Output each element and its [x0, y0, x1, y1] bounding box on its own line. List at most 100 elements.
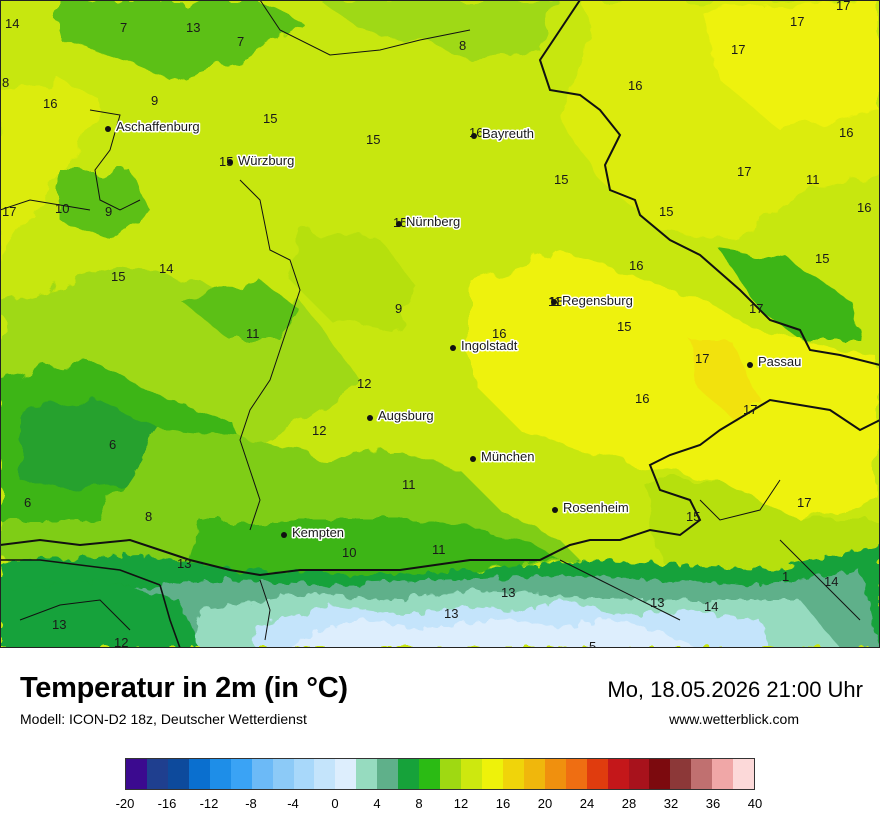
legend-tick-label: -16 — [157, 796, 177, 811]
city-marker — [552, 507, 558, 513]
alps-area — [0, 545, 880, 648]
value-label: 17 — [797, 495, 811, 510]
legend-swatch — [377, 759, 399, 789]
value-label: 15 — [111, 269, 125, 284]
website-link[interactable]: www.wetterblick.com — [669, 711, 799, 727]
city-label: München — [481, 449, 534, 464]
city-marker — [367, 415, 373, 421]
city-wuerzburg[interactable]: 15 Würzburg — [219, 152, 296, 170]
value-label: 16 — [629, 258, 643, 273]
city-kempten[interactable]: Kempten — [281, 524, 346, 542]
legend-swatch — [461, 759, 482, 789]
forecast-datetime: Mo, 18.05.2026 21:00 Uhr — [607, 677, 863, 702]
city-rosenheim[interactable]: Rosenheim — [552, 499, 630, 517]
city-marker — [747, 362, 753, 368]
legend-tick-label: -8 — [245, 796, 257, 811]
legend-swatch — [398, 759, 420, 789]
legend-tick-label: 40 — [747, 796, 763, 811]
value-label: 17 — [749, 301, 763, 316]
value-label: 11 — [432, 542, 446, 557]
value-label: 11 — [402, 477, 416, 492]
value-label: 13 — [177, 556, 191, 571]
value-label: 15 — [263, 111, 277, 126]
value-label: 7 — [237, 34, 244, 49]
value-label: 15 — [617, 319, 631, 334]
value-label: 13 — [52, 617, 66, 632]
legend-tick-label: 16 — [495, 796, 511, 811]
value-label: 7 — [120, 20, 127, 35]
legend-swatch — [544, 759, 566, 789]
legend-swatch — [167, 759, 189, 789]
legend-swatch — [586, 759, 608, 789]
color-legend: -20 -16 -12 -8 -4 0 4 8 12 16 20 24 28 32 36 40 — [116, 758, 762, 811]
city-label: Aschaffenburg — [116, 119, 200, 134]
map-title: Temperatur in 2m (in °C) — [20, 672, 348, 704]
temperature-map[interactable]: 14 7 13 7 8 17 17 17 8 16 9 16 15 15 16 … — [0, 0, 880, 648]
city-passau[interactable]: Passau — [747, 353, 803, 371]
city-label: Ingolstadt — [461, 338, 518, 353]
value-labels: 14 7 13 7 8 17 17 17 8 16 9 16 15 15 16 … — [2, 0, 871, 648]
city-marker — [105, 126, 111, 132]
value-label: 17 — [695, 351, 709, 366]
city-aschaffenburg[interactable]: Aschaffenburg — [105, 118, 201, 136]
legend-tick-label: 0 — [331, 796, 339, 811]
legend-swatch — [209, 759, 231, 789]
city-label: Rosenheim — [563, 500, 629, 515]
city-label: Augsburg — [378, 408, 434, 423]
city-marker — [227, 159, 233, 165]
value-label: 12 — [357, 376, 371, 391]
value-label: 1 — [782, 569, 789, 584]
legend-swatch — [356, 759, 378, 789]
legend-swatch — [272, 759, 294, 789]
model-info: Modell: ICON-D2 18z, Deutscher Wetterdie… — [20, 711, 307, 727]
legend-swatch — [691, 759, 713, 789]
legend-swatch — [670, 759, 692, 789]
city-label: Nürnberg — [406, 214, 460, 229]
value-label: 14 — [159, 261, 173, 276]
value-label: 14 — [5, 16, 19, 31]
value-label: 14 — [824, 574, 838, 589]
legend-ticks: -20 -16 -12 -8 -4 0 4 8 12 16 20 24 28 32 36 40 — [116, 796, 763, 814]
value-label: 8 — [145, 509, 152, 524]
value-label: 5 — [589, 639, 596, 648]
city-label: Kempten — [292, 525, 344, 540]
city-marker — [470, 456, 476, 462]
legend-tick-label: 4 — [373, 796, 381, 811]
legend-swatch — [523, 759, 545, 789]
legend-swatch — [733, 759, 755, 789]
city-regensburg[interactable]: 18 Regensburg — [549, 292, 634, 310]
legend-swatch — [607, 759, 629, 789]
legend-swatch — [293, 759, 315, 789]
city-label: Regensburg — [562, 293, 633, 308]
value-label: 17 — [790, 14, 804, 29]
value-label: 16 — [857, 200, 871, 215]
value-label: 13 — [501, 585, 515, 600]
value-label: 15 — [554, 172, 568, 187]
city-muenchen[interactable]: München — [470, 448, 536, 466]
legend-swatch — [440, 759, 461, 789]
legend-tick-label: 24 — [579, 796, 595, 811]
value-label: 13 — [186, 20, 200, 35]
legend-swatch — [649, 759, 671, 789]
legend-swatch — [146, 759, 168, 789]
city-label: Passau — [758, 354, 801, 369]
value-label: 16 — [839, 125, 853, 140]
city-augsburg[interactable]: Augsburg — [367, 407, 435, 425]
legend-swatch — [335, 759, 357, 789]
city-nuernberg[interactable]: 15 Nürnberg — [393, 213, 462, 231]
city-marker — [450, 345, 456, 351]
value-label: 15 — [815, 251, 829, 266]
legend-swatch — [481, 759, 503, 789]
value-label: 15 — [659, 204, 673, 219]
legend-tick-label: 20 — [537, 796, 553, 811]
map-canvas: 14 7 13 7 8 17 17 17 8 16 9 16 15 15 16 … — [0, 0, 880, 648]
value-label: 8 — [459, 38, 466, 53]
value-label: 17 — [737, 164, 751, 179]
value-label: 11 — [806, 172, 820, 187]
city-marker — [471, 133, 477, 139]
value-label: 16 — [628, 78, 642, 93]
city-ingolstadt[interactable]: Ingolstadt — [450, 337, 519, 355]
city-bayreuth[interactable]: 16 Bayreuth — [469, 125, 536, 143]
value-label: 17 — [836, 0, 850, 13]
value-label: 10 — [342, 545, 356, 560]
